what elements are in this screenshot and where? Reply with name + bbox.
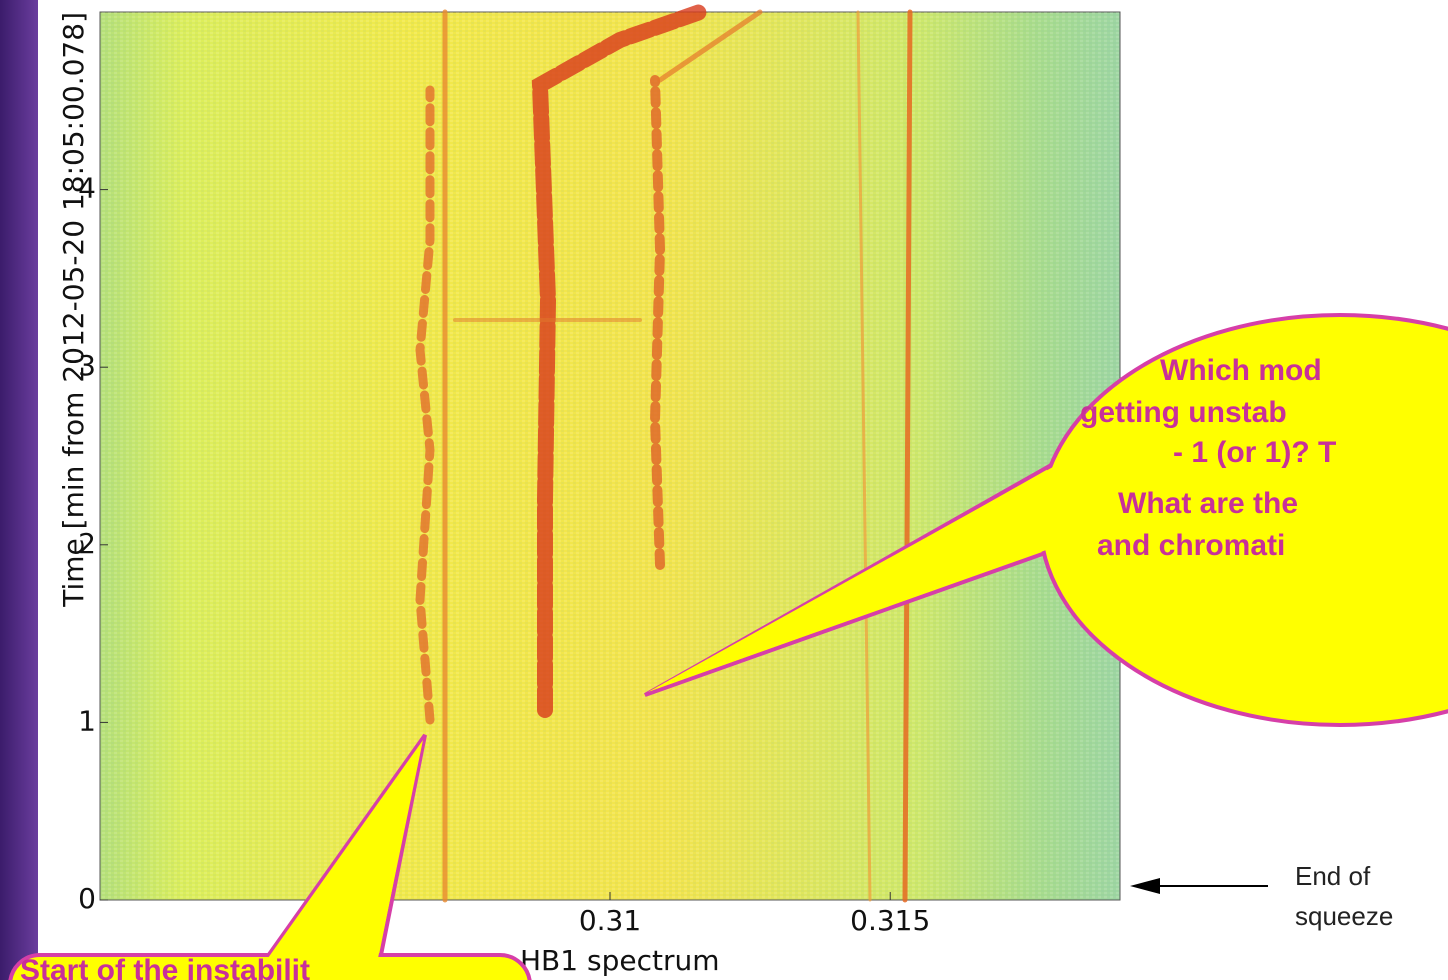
axes: 0123450.310.315 xyxy=(78,172,930,937)
bottom-callout xyxy=(8,733,532,980)
slide-border xyxy=(0,0,38,980)
arrow xyxy=(1130,878,1268,894)
callout-text: and chromati xyxy=(1097,529,1285,562)
x-tick-label: 0.315 xyxy=(850,904,930,937)
note: squeeze xyxy=(1295,901,1393,931)
y-axis-label: Time [min from 2012-05-20 18:05:00.078] xyxy=(57,12,90,608)
callout-text: getting unstab xyxy=(1080,396,1287,429)
x-tick-label: 0.31 xyxy=(579,904,641,937)
y-tick-label: 2 xyxy=(78,527,96,560)
callout-text: Which mod xyxy=(1160,354,1322,387)
note: End of xyxy=(1295,861,1371,891)
y-tick-label: 3 xyxy=(78,349,96,382)
callout-text: Start of the instabilit xyxy=(20,954,310,980)
callout-text: What are the xyxy=(1118,487,1298,520)
spectrogram-noise xyxy=(100,12,1120,900)
y-tick-label: 1 xyxy=(78,704,96,737)
x-axis-label: HB1 spectrum xyxy=(520,944,719,977)
spectral-lines xyxy=(415,4,913,903)
y-tick-label: 0 xyxy=(78,882,96,915)
callout-text: - 1 (or 1)? T xyxy=(1173,436,1336,469)
y-tick-label: 4 xyxy=(78,172,96,205)
right-callout xyxy=(644,313,1448,727)
